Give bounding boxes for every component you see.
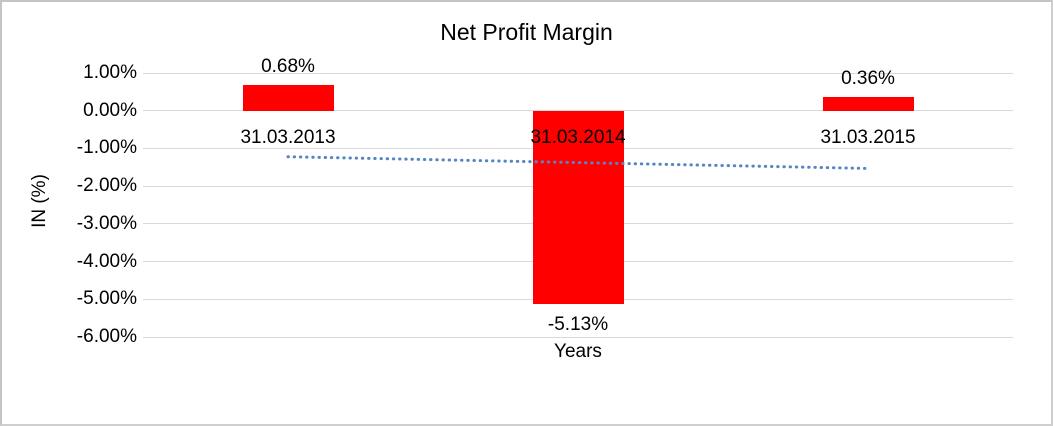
category-label: 31.03.2013 (240, 126, 336, 148)
data-label: 0.68% (261, 56, 315, 78)
bar-31.03.2015 (822, 97, 914, 111)
bar-31.03.2013 (242, 85, 334, 111)
x-axis-title: Years (554, 341, 602, 362)
trendline-dotted (286, 155, 870, 170)
y-tick-label: -5.00% (76, 288, 137, 310)
gridline (143, 72, 1013, 74)
data-label: 0.36% (841, 68, 895, 90)
y-tick-label: 1.00% (83, 62, 137, 83)
y-tick-label: -1.00% (76, 137, 137, 159)
data-label: -5.13% (547, 314, 609, 336)
category-label: 31.03.2014 (530, 126, 626, 148)
y-tick-label: -4.00% (76, 250, 137, 272)
category-label: 31.03.2015 (820, 126, 916, 148)
gridline (143, 336, 1013, 338)
bar-31.03.2014 (532, 110, 624, 305)
y-tick-label: -2.00% (76, 175, 137, 197)
y-tick-label: 0.00% (83, 99, 137, 121)
y-tick-label: -3.00% (76, 212, 137, 234)
chart-title: Net Profit Margin (440, 19, 613, 45)
y-tick-label: -6.00% (76, 326, 137, 347)
